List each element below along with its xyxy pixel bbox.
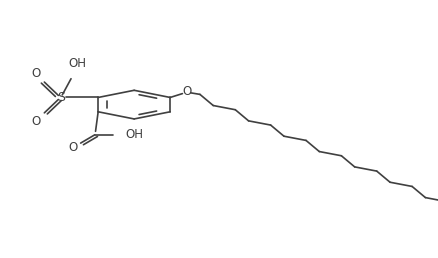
Text: OH: OH: [68, 57, 86, 70]
Text: S: S: [57, 91, 65, 104]
Text: OH: OH: [125, 128, 143, 141]
Text: O: O: [31, 67, 40, 80]
Text: O: O: [68, 141, 78, 154]
Text: O: O: [182, 85, 191, 98]
Text: O: O: [31, 115, 40, 128]
